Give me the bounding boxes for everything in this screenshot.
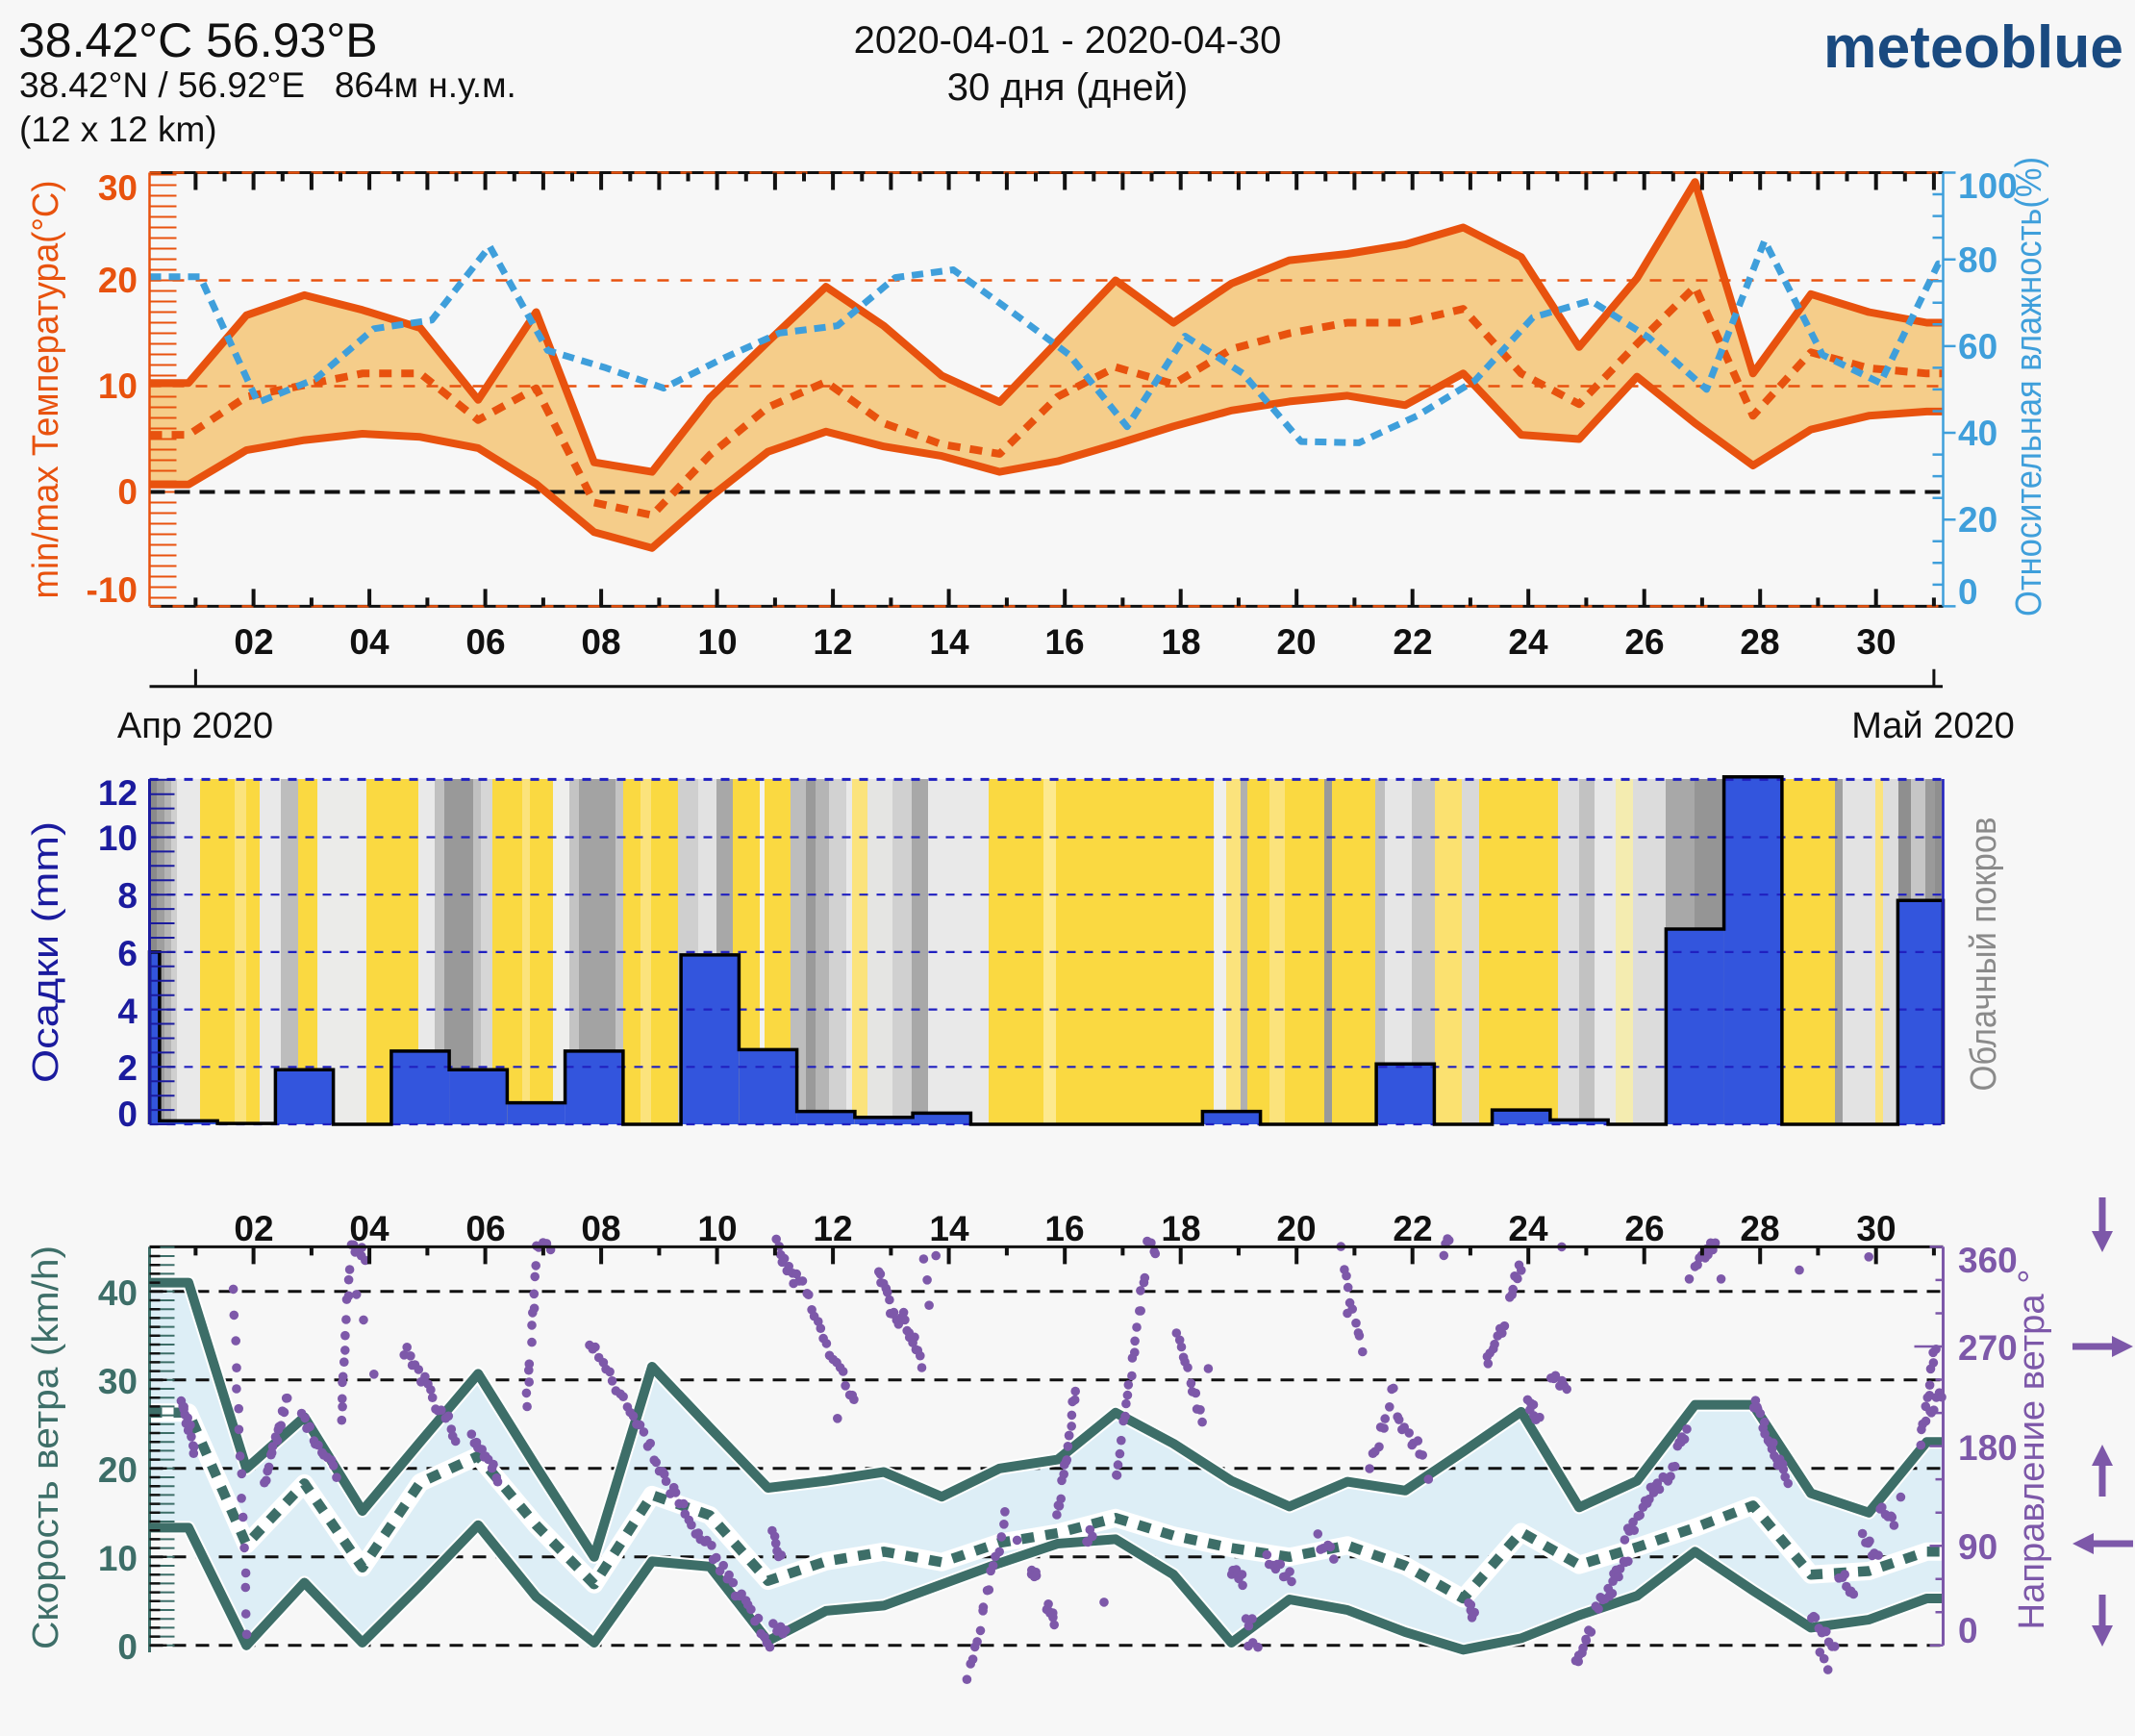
svg-text:Апр 2020: Апр 2020 (117, 706, 273, 746)
svg-text:14: 14 (929, 1209, 969, 1248)
svg-text:6: 6 (117, 934, 138, 973)
svg-text:360: 360 (1958, 1241, 2018, 1280)
svg-text:min/max Температура(°C): min/max Температура(°C) (26, 181, 66, 599)
svg-text:08: 08 (581, 1209, 620, 1248)
svg-text:Относительная влажность(%): Относительная влажность(%) (2009, 157, 2049, 616)
svg-text:80: 80 (1958, 240, 1997, 280)
svg-text:20: 20 (98, 1450, 138, 1490)
svg-text:40: 40 (98, 1273, 138, 1313)
svg-text:14: 14 (929, 622, 969, 662)
svg-text:22: 22 (1393, 622, 1432, 662)
svg-text:20: 20 (1958, 500, 1997, 540)
svg-text:10: 10 (98, 818, 138, 858)
svg-text:(12 x 12 km): (12 x 12 km) (19, 110, 217, 149)
svg-text:02: 02 (234, 1209, 273, 1248)
svg-text:60: 60 (1958, 327, 1997, 366)
svg-text:4: 4 (117, 992, 138, 1031)
svg-text:100: 100 (1958, 166, 2018, 206)
svg-text:90: 90 (1958, 1527, 1997, 1567)
svg-text:18: 18 (1161, 622, 1200, 662)
svg-text:02: 02 (234, 622, 273, 662)
svg-text:10: 10 (98, 366, 138, 406)
svg-text:Направление ветра °: Направление ветра ° (2012, 1270, 2052, 1630)
svg-text:0: 0 (1958, 1611, 1978, 1650)
svg-text:0: 0 (1958, 572, 1978, 612)
svg-text:22: 22 (1393, 1209, 1432, 1248)
svg-text:Облачный покров: Облачный покров (1964, 818, 2004, 1092)
svg-text:38.42°N / 56.92°E 864м н.у.м: 38.42°N / 56.92°E 864м н.у.м. (19, 65, 516, 105)
svg-text:10: 10 (98, 1539, 138, 1578)
svg-text:8: 8 (117, 876, 138, 916)
svg-text:16: 16 (1044, 622, 1084, 662)
svg-text:30: 30 (98, 1362, 138, 1401)
svg-text:10: 10 (697, 1209, 737, 1248)
svg-text:0: 0 (117, 1094, 138, 1134)
svg-text:30: 30 (98, 168, 138, 208)
svg-text:18: 18 (1161, 1209, 1200, 1248)
svg-text:38.42°C 56.93°B: 38.42°C 56.93°B (18, 13, 378, 67)
svg-text:0: 0 (117, 472, 138, 512)
svg-text:28: 28 (1740, 622, 1779, 662)
svg-text:30: 30 (1856, 1209, 1896, 1248)
svg-text:26: 26 (1624, 622, 1664, 662)
svg-text:10: 10 (697, 622, 737, 662)
svg-text:28: 28 (1740, 1209, 1779, 1248)
svg-text:0: 0 (117, 1627, 138, 1667)
svg-text:270: 270 (1958, 1328, 2018, 1368)
svg-text:20: 20 (98, 261, 138, 300)
svg-text:Май 2020: Май 2020 (1851, 706, 2015, 746)
svg-text:06: 06 (465, 1209, 505, 1248)
svg-text:04: 04 (349, 622, 389, 662)
svg-text:30: 30 (1856, 622, 1896, 662)
svg-text:06: 06 (465, 622, 505, 662)
svg-text:180: 180 (1958, 1428, 2018, 1468)
svg-text:20: 20 (1276, 1209, 1316, 1248)
svg-text:08: 08 (581, 622, 620, 662)
svg-text:Осадки (mm): Осадки (mm) (26, 821, 66, 1083)
svg-text:40: 40 (1958, 414, 1997, 453)
svg-text:16: 16 (1044, 1209, 1084, 1248)
svg-text:20: 20 (1276, 622, 1316, 662)
svg-text:24: 24 (1508, 1209, 1548, 1248)
svg-text:2020-04-01 - 2020-04-30: 2020-04-01 - 2020-04-30 (854, 19, 1282, 62)
svg-text:2: 2 (117, 1048, 138, 1088)
svg-text:Скорость ветра (km/h): Скорость ветра (km/h) (26, 1245, 66, 1649)
svg-text:24: 24 (1508, 622, 1548, 662)
svg-text:meteoblue: meteoblue (1823, 14, 2123, 81)
svg-text:12: 12 (813, 622, 852, 662)
svg-text:26: 26 (1624, 1209, 1664, 1248)
svg-text:-10: -10 (87, 570, 138, 610)
svg-text:30 дня (дней): 30 дня (дней) (947, 66, 1188, 109)
svg-text:12: 12 (813, 1209, 852, 1248)
svg-text:12: 12 (98, 773, 138, 813)
